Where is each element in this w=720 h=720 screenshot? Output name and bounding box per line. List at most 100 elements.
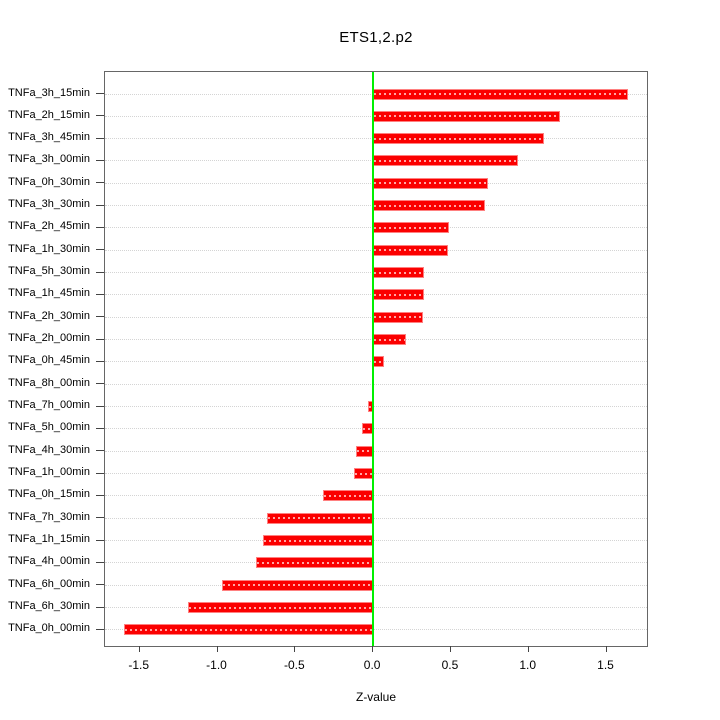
y-axis-tick — [96, 450, 104, 452]
bar — [373, 177, 489, 189]
category-label: TNFa_4h_00min — [8, 555, 90, 568]
x-axis-tick — [449, 646, 451, 652]
y-axis-tick — [96, 360, 104, 362]
gridline — [105, 540, 647, 542]
bar — [373, 222, 450, 234]
bar — [354, 468, 374, 480]
x-axis-tick — [138, 646, 140, 652]
x-axis-tick-label: -1.5 — [128, 658, 150, 672]
bar — [222, 579, 374, 591]
y-axis-tick — [96, 628, 104, 630]
y-axis-tick — [96, 517, 104, 519]
category-label: TNFa_3h_00min — [8, 153, 90, 166]
y-axis-tick — [96, 584, 104, 586]
y-axis-tick — [96, 271, 104, 273]
y-axis-tick — [96, 93, 104, 94]
y-axis-tick — [96, 405, 104, 407]
bar — [373, 133, 545, 145]
category-label: TNFa_5h_30min — [8, 265, 90, 278]
gridline — [105, 473, 647, 475]
category-label: TNFa_6h_00min — [8, 577, 90, 590]
category-label: TNFa_3h_30min — [8, 198, 90, 211]
bar — [323, 490, 374, 502]
x-axis-tick-label: 0.5 — [441, 658, 459, 672]
bar — [373, 155, 518, 167]
bar — [373, 334, 406, 346]
bar — [373, 244, 448, 256]
category-label: TNFa_6h_30min — [8, 600, 90, 613]
category-label: TNFa_0h_15min — [8, 488, 90, 501]
x-axis-tick-label: 0.0 — [363, 658, 381, 672]
x-axis-tick-label: -0.5 — [283, 658, 305, 672]
gridline — [105, 428, 647, 430]
bar — [373, 289, 425, 301]
y-axis-tick — [96, 249, 104, 251]
category-label: TNFa_3h_45min — [8, 131, 90, 144]
gridline — [105, 562, 647, 564]
category-label: TNFa_7h_00min — [8, 399, 90, 412]
gridline — [105, 607, 647, 609]
gridline — [105, 584, 647, 586]
gridline — [105, 406, 647, 408]
category-label: TNFa_0h_45min — [8, 354, 90, 367]
zero-line — [372, 72, 375, 646]
y-axis-tick — [96, 204, 104, 206]
y-axis-tick — [96, 316, 104, 318]
y-axis-tick — [96, 606, 104, 608]
category-label: TNFa_4h_30min — [8, 443, 90, 456]
bar — [373, 110, 560, 122]
y-axis-tick — [96, 383, 104, 385]
bar — [187, 602, 374, 614]
category-label: TNFa_1h_30min — [8, 242, 90, 255]
bar — [373, 311, 423, 323]
y-axis-tick — [96, 226, 104, 228]
bar — [355, 445, 374, 457]
category-label: TNFa_8h_00min — [8, 376, 90, 389]
y-axis-tick — [96, 472, 104, 474]
category-label: TNFa_7h_30min — [8, 510, 90, 523]
category-label: TNFa_5h_00min — [8, 421, 90, 434]
y-axis-tick — [96, 494, 104, 496]
plot-area — [104, 71, 648, 647]
category-label: TNFa_2h_30min — [8, 309, 90, 322]
y-axis-tick — [96, 137, 104, 139]
y-axis-tick — [96, 561, 104, 563]
category-label: TNFa_0h_00min — [8, 622, 90, 635]
bar — [256, 557, 374, 569]
category-label: TNFa_1h_15min — [8, 533, 90, 546]
x-axis-tick-label: 1.5 — [597, 658, 614, 672]
x-axis-title: Z-value — [355, 690, 396, 704]
x-axis-tick — [372, 646, 374, 652]
bar — [373, 267, 425, 279]
category-label: TNFa_2h_45min — [8, 220, 90, 233]
y-axis-tick — [96, 115, 104, 117]
x-axis-tick — [527, 646, 529, 652]
bar — [373, 356, 384, 368]
bar — [373, 200, 486, 212]
x-axis-tick — [605, 646, 607, 652]
x-axis-tick-label: -1.0 — [206, 658, 227, 672]
bar — [124, 624, 374, 636]
category-label: TNFa_2h_15min — [8, 108, 90, 121]
y-axis-tick — [96, 293, 104, 295]
category-label: TNFa_3h_15min — [8, 86, 90, 99]
chart-title: ETS1,2.p2 — [339, 29, 413, 46]
gridline — [105, 495, 647, 497]
category-label: TNFa_1h_00min — [8, 466, 90, 479]
category-label: TNFa_0h_30min — [8, 175, 90, 188]
bar — [373, 88, 629, 100]
category-label: TNFa_1h_45min — [8, 287, 90, 300]
category-label: TNFa_2h_00min — [8, 332, 90, 345]
gridline — [105, 450, 647, 452]
gridline — [105, 517, 647, 519]
y-axis-tick — [96, 338, 104, 340]
y-axis-tick — [96, 539, 104, 541]
gridline — [105, 629, 647, 631]
y-axis-tick — [96, 159, 104, 161]
x-axis-tick-label: 1.0 — [519, 658, 537, 672]
x-axis-tick — [216, 646, 218, 652]
bar — [267, 512, 374, 524]
y-axis-tick — [96, 182, 104, 184]
y-axis-tick — [96, 427, 104, 429]
